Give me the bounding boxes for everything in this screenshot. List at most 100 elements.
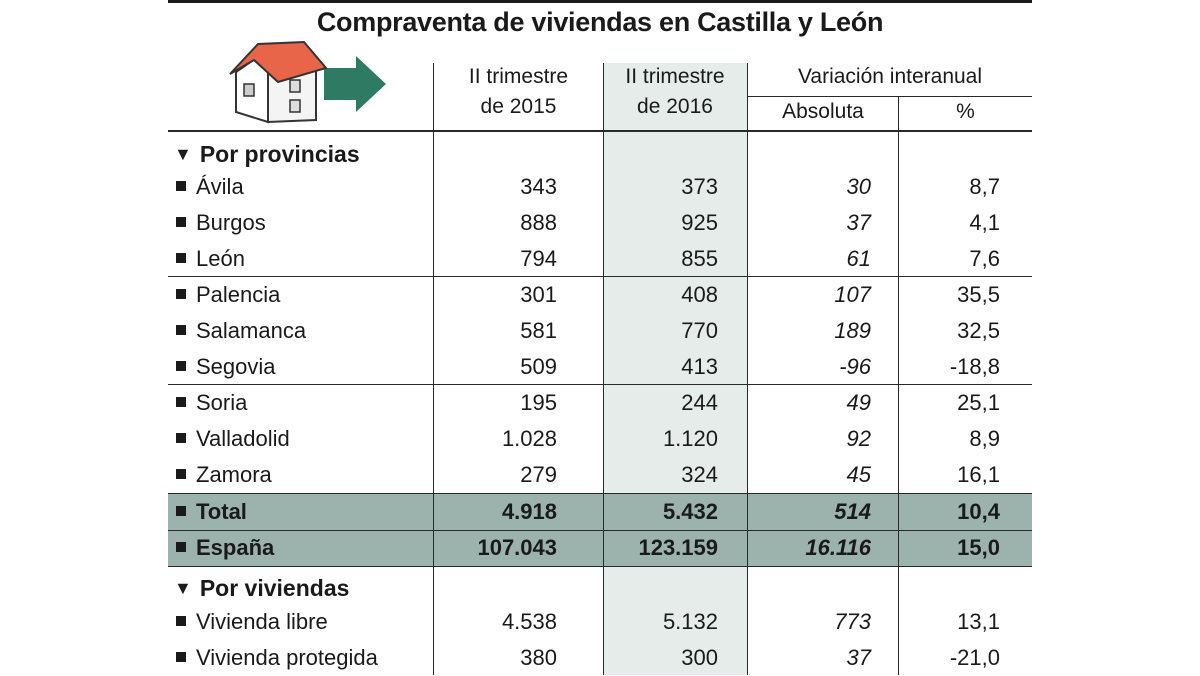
- row-label-p5: Segovia: [176, 349, 276, 385]
- cell-v2015-p7: 1.028: [501, 426, 557, 451]
- cell-v2016-t1: 123.159: [638, 535, 718, 560]
- section-title-1: ▼ Por provincias: [174, 137, 360, 171]
- total-band: [168, 494, 1032, 530]
- row-label-text: Ávila: [196, 174, 244, 199]
- row-label-text: Zamora: [196, 462, 272, 487]
- square-bullet-icon: [176, 217, 186, 228]
- cell-pct-p3: 35,5: [957, 282, 1000, 307]
- cell-v2015-p4: 581: [520, 318, 557, 343]
- cell-pct-t1: 15,0: [957, 535, 1000, 560]
- row-label-t0: Total: [176, 494, 247, 530]
- top-rule: [168, 0, 1032, 3]
- hline-header-bottom: [168, 130, 1032, 132]
- cell-pct-p2: 7,6: [969, 246, 1000, 271]
- cell-pct-t0: 10,4: [957, 499, 1000, 524]
- cell-abs-p3: 107: [834, 282, 871, 307]
- cell-v2015-p3: 301: [520, 282, 557, 307]
- row-label-text: Soria: [196, 390, 248, 415]
- row-label-p4: Salamanca: [176, 313, 306, 349]
- row-label-p0: Ávila: [176, 169, 244, 205]
- row-label-v0: Vivienda libre: [176, 604, 328, 640]
- cell-v2015-p2: 794: [520, 246, 557, 271]
- cell-abs-v0: 773: [834, 609, 871, 634]
- cell-v2015-t1: 107.043: [477, 535, 557, 560]
- square-bullet-icon: [176, 616, 186, 627]
- cell-abs-p7: 92: [846, 426, 871, 451]
- hline-espana-bottom: [168, 566, 1032, 567]
- cell-v2015-p6: 195: [520, 390, 557, 415]
- cell-v2016-p0: 373: [681, 174, 718, 199]
- square-bullet-icon: [176, 506, 186, 517]
- cell-v2016-v0: 5.132: [662, 609, 718, 634]
- cell-v2015-p5: 509: [520, 354, 557, 379]
- row-label-text: Segovia: [196, 354, 276, 379]
- cell-pct-p8: 16,1: [957, 462, 1000, 487]
- cell-abs-p4: 189: [834, 318, 871, 343]
- cell-v2016-p8: 324: [681, 462, 718, 487]
- cell-v2016-p7: 1.120: [662, 426, 718, 451]
- hline-group-2: [168, 384, 1032, 385]
- row-label-text: España: [196, 535, 275, 560]
- row-label-text: Total: [196, 499, 247, 524]
- cell-v2016-t0: 5.432: [662, 499, 718, 524]
- row-label-v1: Vivienda protegida: [176, 640, 378, 676]
- row-label-text: Vivienda protegida: [196, 645, 378, 670]
- cell-pct-p0: 8,7: [969, 174, 1000, 199]
- cell-v2016-p1: 925: [681, 210, 718, 235]
- header-variation: Variación interanual: [797, 65, 983, 88]
- row-label-text: León: [196, 246, 245, 271]
- square-bullet-icon: [176, 325, 186, 336]
- cell-abs-p2: 61: [846, 246, 871, 271]
- row-label-text: Palencia: [196, 282, 281, 307]
- square-bullet-icon: [176, 652, 186, 663]
- hline-group-1: [168, 276, 1032, 277]
- section-title-2: ▼ Por viviendas: [174, 571, 349, 605]
- espana-band: [168, 530, 1032, 566]
- cell-v2016-v1: 300: [681, 645, 718, 670]
- cell-abs-p6: 49: [846, 390, 871, 415]
- row-label-p1: Burgos: [176, 205, 266, 241]
- cell-v2015-v1: 380: [520, 645, 557, 670]
- cell-v2015-t0: 4.918: [501, 499, 557, 524]
- square-bullet-icon: [176, 542, 186, 553]
- header-2016: II trimestre de 2016: [625, 65, 725, 118]
- header-absolute: Absoluta: [782, 100, 864, 123]
- cell-v2015-p1: 888: [520, 210, 557, 235]
- cell-abs-t1: 16.116: [805, 535, 871, 560]
- house-icon: [228, 40, 390, 130]
- cell-abs-p0: 30: [846, 174, 871, 199]
- row-label-p2: León: [176, 241, 245, 277]
- square-bullet-icon: [176, 253, 186, 264]
- square-bullet-icon: [176, 181, 186, 192]
- vline-1: [433, 63, 434, 675]
- cell-v2016-p4: 770: [681, 318, 718, 343]
- cell-pct-p6: 25,1: [957, 390, 1000, 415]
- square-bullet-icon: [176, 397, 186, 408]
- row-label-text: Vivienda libre: [196, 609, 328, 634]
- cell-pct-p1: 4,1: [969, 210, 1000, 235]
- row-label-text: Salamanca: [196, 318, 307, 343]
- cell-pct-v0: 13,1: [957, 609, 1000, 634]
- vline-4: [898, 97, 899, 675]
- cell-pct-p4: 32,5: [957, 318, 1000, 343]
- vline-3: [747, 63, 748, 675]
- chart-title: Compraventa de viviendas en Castilla y L…: [316, 7, 884, 37]
- row-label-text: Valladolid: [196, 426, 290, 451]
- square-bullet-icon: [176, 289, 186, 300]
- row-label-t1: España: [176, 530, 274, 566]
- cell-pct-v1: -21,0: [949, 645, 1000, 670]
- header-percent: %: [956, 100, 975, 123]
- row-label-p7: Valladolid: [176, 421, 290, 457]
- cell-v2016-p6: 244: [681, 390, 718, 415]
- square-bullet-icon: [176, 433, 186, 444]
- row-label-p6: Soria: [176, 385, 247, 421]
- hline-subheader: [747, 96, 1032, 97]
- cell-v2015-p8: 279: [520, 462, 557, 487]
- cell-abs-v1: 37: [846, 645, 871, 670]
- square-bullet-icon: [176, 361, 186, 372]
- triangle-down-icon: ▼: [174, 578, 192, 598]
- hline-total-bottom: [168, 530, 1032, 531]
- hline-total-top: [168, 493, 1032, 494]
- arrow-right-icon: [324, 56, 386, 112]
